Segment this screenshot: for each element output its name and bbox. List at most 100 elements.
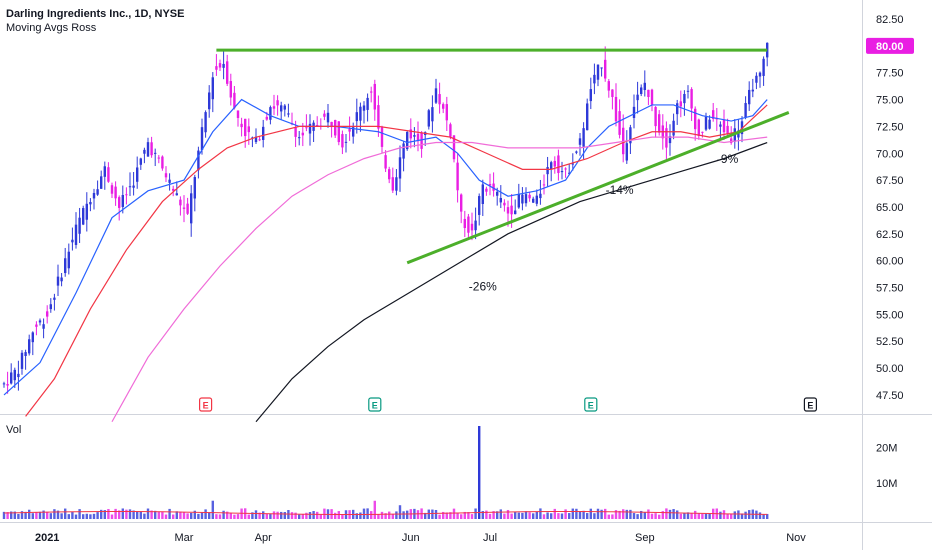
candle-body[interactable] <box>398 157 402 179</box>
volume-bar[interactable] <box>766 513 769 519</box>
candle-body[interactable] <box>751 89 754 92</box>
volume-bar[interactable] <box>596 508 600 519</box>
volume-bar[interactable] <box>424 512 427 519</box>
candle-body[interactable] <box>568 172 571 174</box>
candle-body[interactable] <box>244 118 247 137</box>
volume-bar[interactable] <box>269 514 272 519</box>
volume-bar[interactable] <box>211 500 214 519</box>
volume-bar[interactable] <box>676 510 679 519</box>
volume-bar[interactable] <box>683 513 686 519</box>
candle-body[interactable] <box>172 188 175 191</box>
volume-bar[interactable] <box>697 513 700 519</box>
candle-body[interactable] <box>362 105 366 111</box>
volume-bar[interactable] <box>395 511 398 519</box>
volume-bar[interactable] <box>71 511 74 519</box>
volume-bar[interactable] <box>690 513 693 519</box>
earnings-marker[interactable] <box>199 397 213 412</box>
candle-body[interactable] <box>672 120 675 136</box>
candle-body[interactable] <box>53 297 56 300</box>
volume-bar[interactable] <box>640 510 643 519</box>
volume-bar[interactable] <box>240 508 243 519</box>
candle-body[interactable] <box>222 63 225 68</box>
candle-body[interactable] <box>341 134 344 148</box>
volume-bar[interactable] <box>146 508 150 519</box>
candle-body[interactable] <box>456 162 459 191</box>
volume-bar[interactable] <box>362 508 366 519</box>
volume-bar[interactable] <box>452 508 456 519</box>
volume-bar[interactable] <box>42 510 45 519</box>
candle-body[interactable] <box>632 106 636 118</box>
volume-bar[interactable] <box>542 514 546 519</box>
volume-bar[interactable] <box>78 509 81 519</box>
candle-body[interactable] <box>553 160 556 167</box>
candle-body[interactable] <box>208 92 211 110</box>
volume-bar[interactable] <box>60 513 63 519</box>
candle-body[interactable] <box>726 125 729 134</box>
candle-body[interactable] <box>388 169 391 180</box>
volume-bar[interactable] <box>737 510 740 519</box>
candle-body[interactable] <box>305 127 308 129</box>
candle-body[interactable] <box>578 138 582 145</box>
candle-body[interactable] <box>506 207 510 214</box>
volume-bar[interactable] <box>150 510 153 519</box>
candle-body[interactable] <box>301 132 304 136</box>
volume-bar[interactable] <box>622 509 625 519</box>
volume-bar[interactable] <box>294 512 297 519</box>
candle-body[interactable] <box>650 89 654 105</box>
candle-body[interactable] <box>596 64 600 80</box>
candle-body[interactable] <box>240 123 243 128</box>
volume-bar[interactable] <box>305 512 308 519</box>
candle-body[interactable] <box>110 185 114 194</box>
candle-body[interactable] <box>539 193 542 199</box>
volume-bar[interactable] <box>298 514 301 519</box>
volume-bar[interactable] <box>733 511 736 519</box>
candle-body[interactable] <box>744 103 747 118</box>
volume-bar[interactable] <box>319 514 322 519</box>
volume-bar[interactable] <box>632 513 636 519</box>
volume-bar[interactable] <box>366 508 369 519</box>
volume-bar[interactable] <box>586 513 589 519</box>
volume-bar[interactable] <box>560 513 564 519</box>
volume-bar[interactable] <box>726 514 729 519</box>
candle-body[interactable] <box>190 193 193 224</box>
candle-body[interactable] <box>49 304 52 310</box>
candle-body[interactable] <box>280 105 283 112</box>
volume-bar[interactable] <box>722 510 726 519</box>
candle-body[interactable] <box>600 67 603 69</box>
candle-body[interactable] <box>344 141 348 143</box>
volume-bar[interactable] <box>6 512 9 519</box>
candle-body[interactable] <box>391 177 394 191</box>
candle-body[interactable] <box>442 104 445 109</box>
candle-body[interactable] <box>265 116 268 120</box>
candle-body[interactable] <box>690 89 693 109</box>
candle-body[interactable] <box>168 179 171 183</box>
volume-bar[interactable] <box>532 513 535 519</box>
candle-body[interactable] <box>413 135 416 137</box>
volume-bar[interactable] <box>593 513 596 519</box>
candle-body[interactable] <box>478 196 481 215</box>
candle-body[interactable] <box>204 112 207 133</box>
volume-bar[interactable] <box>625 509 628 519</box>
volume-bar[interactable] <box>740 513 744 519</box>
candle-body[interactable] <box>229 81 232 98</box>
volume-bar[interactable] <box>215 514 218 519</box>
volume-bar[interactable] <box>668 509 672 519</box>
candle-body[interactable] <box>589 89 592 102</box>
candle-body[interactable] <box>542 184 546 186</box>
candle-body[interactable] <box>236 110 240 118</box>
volume-bar[interactable] <box>686 512 690 519</box>
candle-body[interactable] <box>46 311 49 317</box>
candle-body[interactable] <box>175 193 178 196</box>
candle-body[interactable] <box>517 194 520 208</box>
volume-bar[interactable] <box>337 511 340 519</box>
candle-body[interactable] <box>233 92 236 109</box>
volume-bar[interactable] <box>492 511 495 519</box>
candle-body[interactable] <box>665 128 668 148</box>
volume-bar[interactable] <box>28 509 31 519</box>
candle-body[interactable] <box>359 106 362 121</box>
candle-body[interactable] <box>636 94 639 101</box>
candle-body[interactable] <box>92 192 96 199</box>
candle-body[interactable] <box>100 176 103 189</box>
volume-bar[interactable] <box>514 511 517 519</box>
candle-body[interactable] <box>74 224 78 245</box>
